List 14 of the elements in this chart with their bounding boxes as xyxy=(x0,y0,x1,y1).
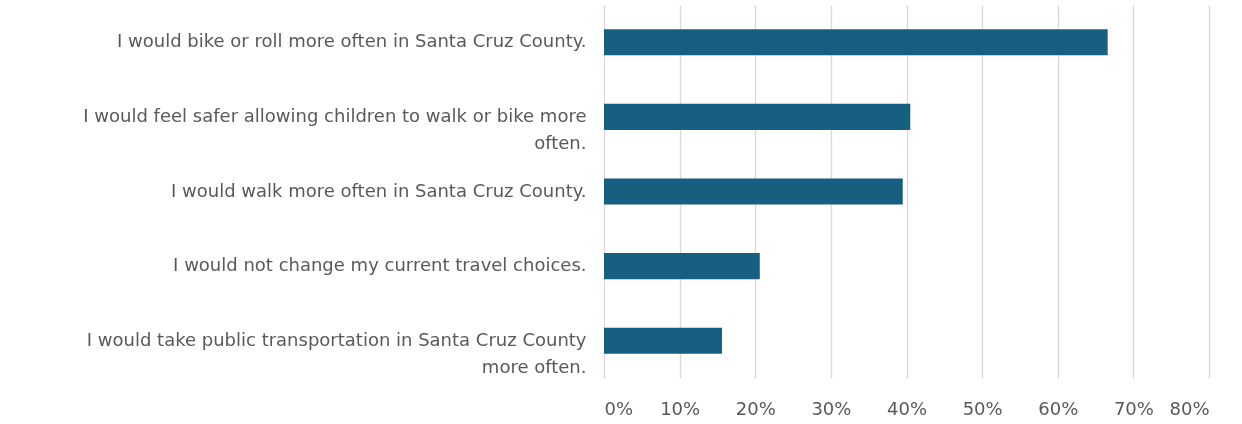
x-tick-label: 40% xyxy=(886,397,928,419)
y-tick-label: I would feel safer allowing children to walk or bike more often. xyxy=(83,104,587,153)
x-tick-label: 20% xyxy=(735,397,776,419)
y-tick-label: I would not change my current travel choices. xyxy=(173,254,587,276)
x-tick-label: 30% xyxy=(811,397,852,419)
x-tick-label: 60% xyxy=(1038,397,1079,419)
y-tick-label: I would bike or roll more often in Santa Cruz County. xyxy=(117,30,587,52)
x-tick-label: 0% xyxy=(604,397,634,419)
x-tick-label: 50% xyxy=(962,397,1003,419)
x-tick-label: 10% xyxy=(660,397,701,419)
y-tick-label: I would take public transportation in Santa Cruz County more often. xyxy=(86,328,587,377)
x-tick-label: 80% xyxy=(1169,397,1210,419)
x-tick-label: 70% xyxy=(1113,397,1154,419)
y-tick-label: I would walk more often in Santa Cruz County. xyxy=(171,179,587,201)
